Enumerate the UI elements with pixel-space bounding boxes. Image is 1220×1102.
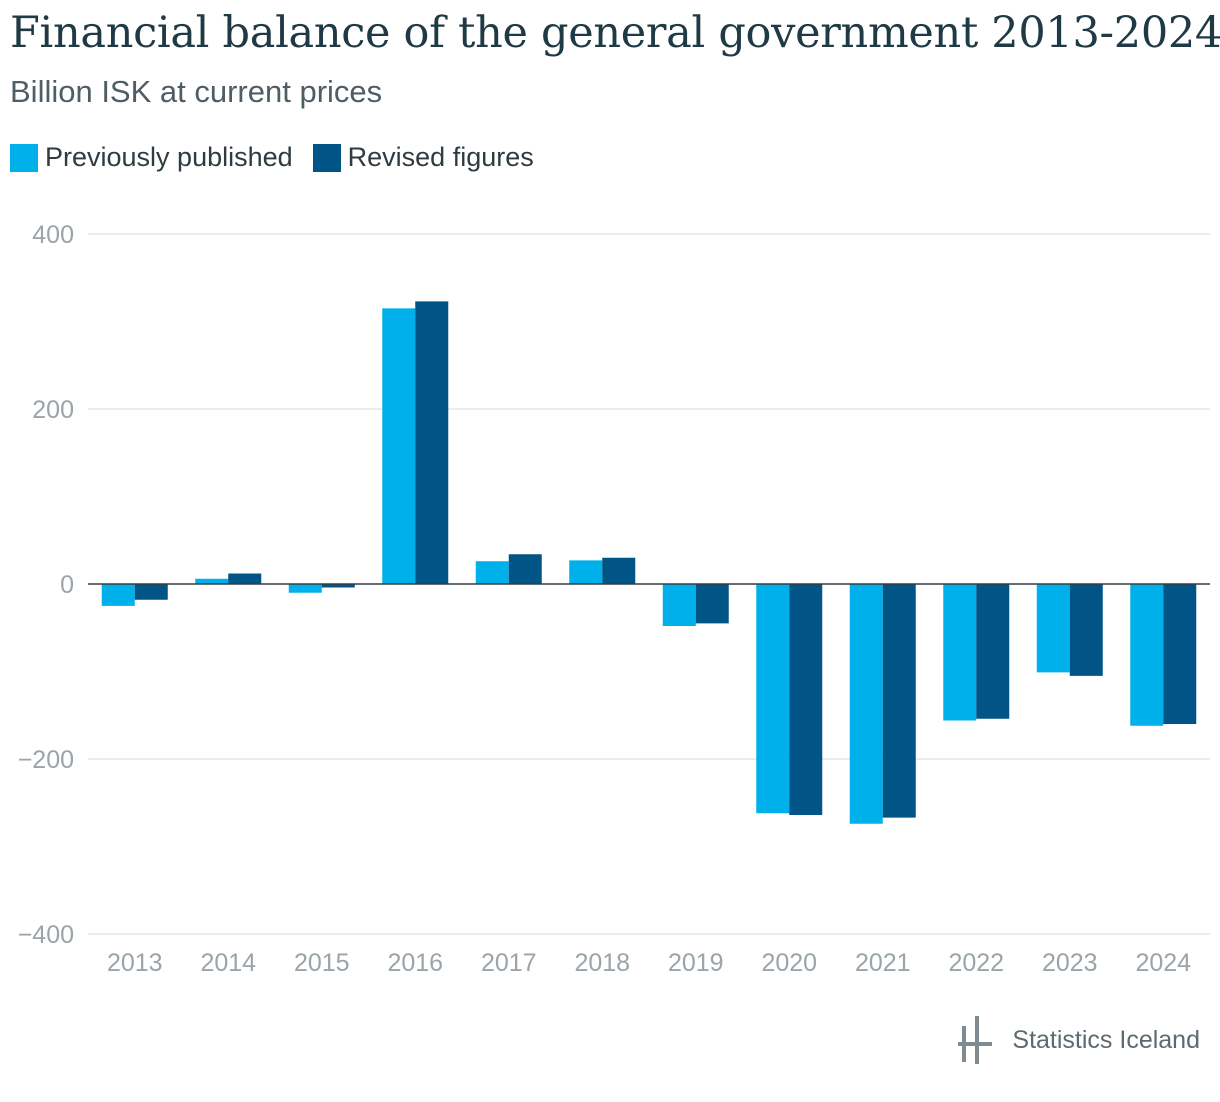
x-tick-label: 2019 [668,949,724,977]
x-tick-label: 2016 [387,949,443,977]
bar-previous-2023 [1036,584,1070,673]
bar-revised-2016 [415,301,449,584]
chart-subtitle: Billion ISK at current prices [10,74,383,109]
x-tick-label: 2023 [1042,949,1098,977]
footer-brand: Statistics Iceland [958,1014,1200,1066]
x-tick-label: 2017 [481,949,537,977]
bar-revised-2024 [1163,584,1197,724]
bar-previous-2016 [382,308,416,584]
bar-previous-2017 [475,561,509,584]
bar-previous-2019 [662,584,696,626]
bar-revised-2014 [228,573,262,584]
bar-revised-2018 [602,557,636,584]
x-tick-label: 2022 [948,949,1004,977]
x-tick-label: 2014 [200,949,256,977]
bar-previous-2020 [756,584,790,814]
legend-swatch-revised-figures [312,143,341,172]
bars [101,301,1197,824]
legend-label-revised-figures: Revised figures [347,142,534,172]
x-tick-label: 2021 [855,949,911,977]
x-tick-label: 2018 [574,949,630,977]
statistics-iceland-logo-icon [958,1016,993,1064]
y-tick-label: 200 [32,396,74,424]
bar-previous-2014 [195,578,229,584]
legend-item-previously-published: Previously published [10,142,293,173]
x-tick-label: 2015 [294,949,350,977]
legend-swatch-previously-published [10,143,38,172]
chart-title: Financial balance of the general governm… [10,8,1220,58]
gridlines [88,233,1210,935]
bar-revised-2015 [321,584,355,588]
bar-previous-2024 [1130,584,1164,726]
bar-revised-2022 [976,584,1010,719]
bar-revised-2021 [882,584,916,818]
axes: 400 200 0 −200 −400 2013 2014 2015 2016 2017 2018 2… [18,221,1210,977]
x-tick-label: 2020 [761,949,817,977]
bar-previous-2015 [288,584,322,593]
bar-revised-2017 [508,554,542,584]
y-tick-label: 0 [60,571,74,599]
y-tick-label: 400 [32,221,74,249]
bar-revised-2019 [695,584,729,624]
bar-revised-2013 [134,584,168,600]
bar-previous-2021 [849,584,883,824]
x-tick-label: 2013 [107,949,163,977]
bar-revised-2020 [789,584,823,815]
bar-previous-2018 [569,560,603,584]
bar-revised-2023 [1069,584,1103,676]
y-tick-label: −200 [18,746,74,774]
legend-item-revised-figures: Revised figures [312,142,534,173]
y-tick-label: −400 [18,921,74,949]
legend: Previously published Revised figures [10,142,554,173]
bar-previous-2022 [943,584,977,721]
brand-name: Statistics Iceland [1012,1025,1200,1054]
legend-label-previously-published: Previously published [45,142,293,172]
bar-previous-2013 [101,584,135,606]
x-tick-label: 2024 [1135,949,1191,977]
